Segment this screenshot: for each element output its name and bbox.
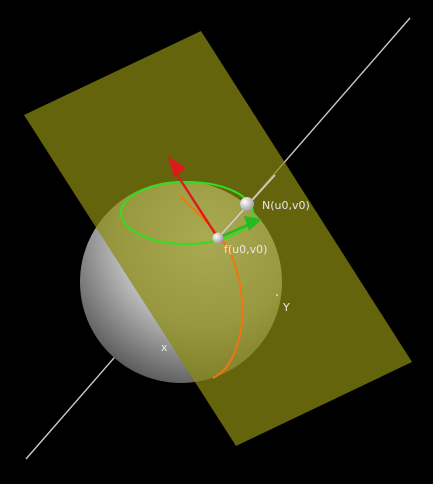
axis-tick-dot — [276, 294, 278, 296]
normal-point-ball — [240, 197, 254, 211]
arrow-fv-head — [244, 216, 262, 231]
v-curve — [120, 181, 254, 245]
axis-y-label: Y — [282, 301, 290, 314]
arrow-fv-shaft — [217, 222, 251, 240]
point-label: f(u0,v0) — [224, 243, 267, 256]
arrow-fu-head — [168, 156, 186, 177]
arrow-fu-shaft — [172, 169, 220, 239]
axis-x-label: x — [161, 341, 168, 354]
surface-point-ball — [212, 232, 224, 244]
normal-label: N(u0,v0) — [262, 199, 310, 212]
